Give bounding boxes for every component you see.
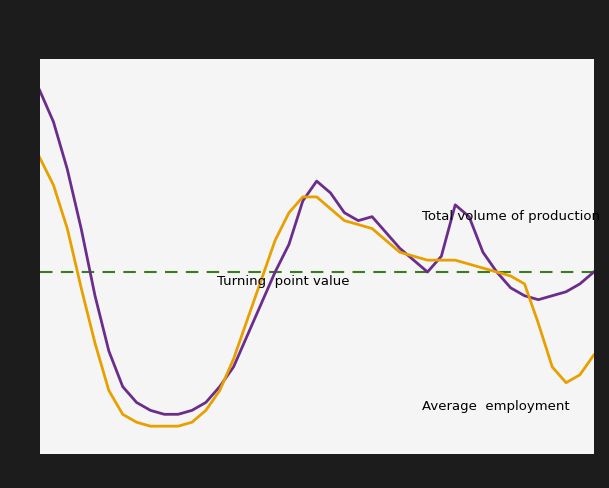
Text: Total volume of production: Total volume of production <box>422 210 600 223</box>
Text: Average  employment: Average employment <box>422 400 569 413</box>
Text: Turning  point value: Turning point value <box>217 275 350 288</box>
